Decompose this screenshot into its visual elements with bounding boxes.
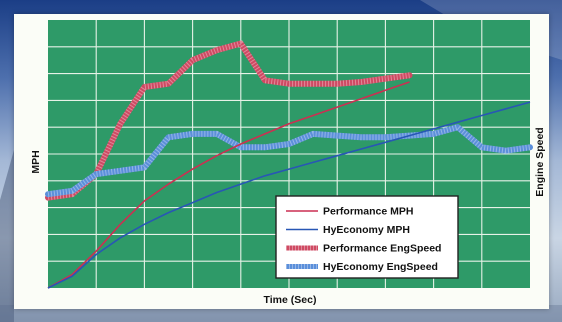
legend-label: Performance MPH <box>323 206 413 218</box>
legend-item-performance-engspeed: Performance EngSpeed <box>286 243 441 255</box>
chart: Performance MPH HyEconomy MPH Performance … <box>30 20 546 306</box>
series-line-hyeconomy-mph <box>47 101 531 289</box>
y-axis-label-left: MPH <box>30 150 42 173</box>
legend: Performance MPH HyEconomy MPH Performance … <box>275 195 459 279</box>
series-line-hyeconomy-engspeed <box>45 124 533 198</box>
legend-items: Performance MPH HyEconomy MPH Performance … <box>286 206 441 273</box>
legend-label: HyEconomy EngSpeed <box>323 261 438 273</box>
series-texture-performance-engspeed <box>47 40 410 201</box>
legend-label: HyEconomy MPH <box>323 224 410 236</box>
series-line-performance-mph <box>47 81 410 289</box>
chart-card: Performance MPH HyEconomy MPH Performance … <box>14 14 549 309</box>
series-line-performance-engspeed <box>45 40 413 201</box>
y-axis-label-right: Engine Speed <box>534 127 546 196</box>
legend-item-hyeconomy-engspeed: HyEconomy EngSpeed <box>286 261 438 273</box>
x-axis-label: Time (Sec) <box>264 294 317 306</box>
legend-item-hyeconomy-mph: HyEconomy MPH <box>286 224 410 236</box>
series-layer <box>45 40 533 289</box>
legend-label: Performance EngSpeed <box>323 243 441 255</box>
legend-item-performance-mph: Performance MPH <box>286 206 413 218</box>
